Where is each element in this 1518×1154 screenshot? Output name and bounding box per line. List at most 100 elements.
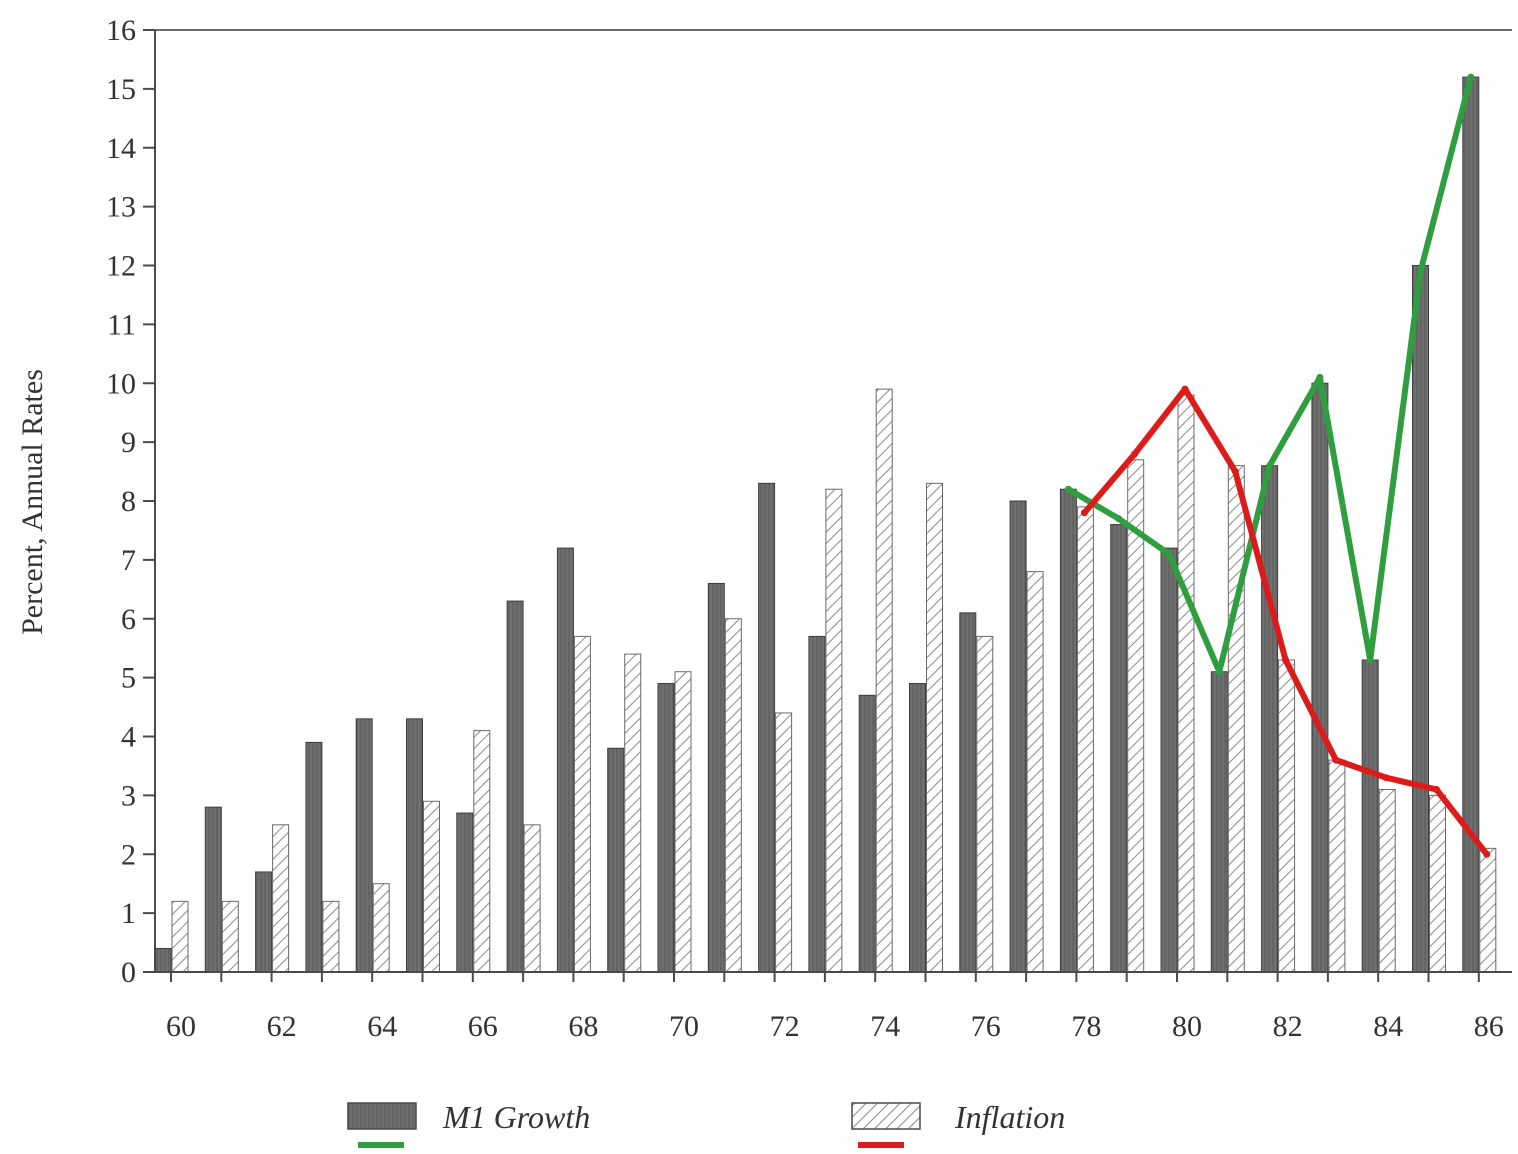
bar-m1-growth-63 [305, 741, 323, 973]
y-axis-title: Percent, Annual Rates [16, 369, 49, 635]
bar-inflation-80 [1177, 394, 1195, 973]
overlay-point-inflation-78 [1080, 509, 1088, 517]
bar-inflation-81 [1227, 465, 1245, 973]
legend-swatch-m1-growth [347, 1102, 417, 1130]
bar-inflation-69 [624, 653, 642, 973]
bar-inflation-75 [926, 482, 943, 973]
x-tick-label-68: 68 [568, 1010, 598, 1043]
overlay-lines-layer [1064, 73, 1491, 858]
x-tick-label-84: 84 [1373, 1010, 1403, 1043]
bar-m1-growth-67 [506, 600, 524, 973]
y-tick-label-16: 16 [106, 14, 136, 47]
overlay-point-m1-growth-78 [1064, 485, 1072, 493]
x-tick-label-78: 78 [1071, 1010, 1101, 1043]
bar-m1-growth-61 [204, 806, 222, 973]
bar-m1-growth-85 [1412, 265, 1429, 973]
x-tick-label-74: 74 [870, 1010, 900, 1043]
bar-inflation-68 [573, 635, 591, 973]
bar-inflation-83 [1328, 759, 1346, 973]
bar-m1-growth-72 [758, 482, 776, 973]
y-tick-label-7: 7 [121, 544, 136, 577]
bar-inflation-71 [724, 618, 742, 973]
bar-m1-growth-82 [1261, 465, 1279, 973]
bar-inflation-85 [1429, 794, 1446, 973]
bar-m1-growth-65 [406, 718, 423, 973]
overlay-point-m1-growth-86 [1467, 73, 1475, 81]
bar-m1-growth-79 [1110, 524, 1128, 973]
bar-inflation-63 [322, 900, 340, 973]
bars-layer [154, 76, 1497, 973]
bar-inflation-72 [775, 712, 793, 973]
bar-m1-growth-84 [1361, 659, 1379, 973]
overlay-point-inflation-83 [1332, 756, 1340, 764]
y-tick-label-10: 10 [106, 367, 136, 400]
overlay-point-m1-growth-83 [1316, 373, 1324, 381]
legend-label-m1-growth: M1 Growth [442, 1099, 590, 1135]
y-tick-label-0: 0 [121, 956, 136, 989]
y-tick-label-15: 15 [106, 73, 136, 106]
bar-inflation-65 [423, 800, 440, 973]
overlay-point-m1-growth-79 [1115, 515, 1123, 523]
bar-inflation-66 [473, 730, 491, 973]
legend-swatch-inflation [851, 1102, 921, 1130]
y-tick-label-13: 13 [106, 191, 136, 224]
bar-inflation-74 [875, 388, 893, 973]
bar-m1-growth-60 [154, 947, 172, 973]
y-tick-label-1: 1 [121, 897, 136, 930]
y-tick-label-8: 8 [121, 485, 136, 518]
y-tick-label-4: 4 [121, 721, 136, 754]
overlay-point-inflation-85 [1433, 785, 1440, 793]
y-tick-label-5: 5 [121, 662, 136, 695]
y-tick-label-3: 3 [121, 779, 136, 812]
bar-inflation-60 [171, 900, 189, 973]
bar-m1-growth-80 [1160, 547, 1178, 973]
overlay-point-m1-growth-85 [1417, 267, 1424, 275]
x-tick-label-60: 60 [166, 1010, 196, 1043]
bar-m1-growth-68 [556, 547, 574, 973]
x-tick-label-86: 86 [1474, 1010, 1504, 1043]
bar-m1-growth-64 [355, 718, 373, 973]
bar-inflation-82 [1278, 659, 1296, 973]
bar-m1-growth-83 [1311, 382, 1329, 973]
y-tick-label-12: 12 [106, 250, 136, 283]
y-tick-label-14: 14 [106, 132, 136, 165]
bar-m1-growth-66 [456, 812, 474, 973]
bar-m1-growth-70 [657, 683, 675, 973]
overlay-point-inflation-79 [1131, 450, 1139, 458]
bar-inflation-61 [221, 900, 239, 973]
overlay-point-inflation-84 [1382, 774, 1390, 782]
bar-inflation-73 [825, 488, 843, 973]
x-tick-label-62: 62 [267, 1010, 297, 1043]
overlay-point-m1-growth-81 [1215, 668, 1223, 676]
y-tick-label-2: 2 [121, 838, 136, 871]
overlay-point-inflation-82 [1282, 656, 1290, 664]
y-tick-label-11: 11 [107, 308, 136, 341]
bar-inflation-64 [372, 883, 390, 973]
y-tick-label-6: 6 [121, 603, 136, 636]
bar-inflation-70 [674, 671, 692, 973]
x-tick-label-76: 76 [971, 1010, 1001, 1043]
bar-inflation-86 [1479, 847, 1497, 973]
bar-inflation-77 [1026, 571, 1044, 973]
overlay-point-inflation-81 [1231, 468, 1239, 476]
bar-m1-growth-81 [1210, 671, 1228, 973]
bar-inflation-67 [523, 824, 541, 973]
x-tick-label-70: 70 [669, 1010, 699, 1043]
bar-m1-growth-62 [255, 871, 273, 973]
bar-inflation-78 [1076, 506, 1094, 973]
overlay-point-m1-growth-84 [1366, 656, 1374, 664]
bar-m1-growth-69 [607, 747, 625, 973]
bar-m1-growth-73 [808, 635, 826, 973]
bar-inflation-84 [1378, 788, 1396, 973]
x-tick-label-64: 64 [367, 1010, 397, 1043]
bar-inflation-62 [272, 824, 290, 973]
overlay-point-inflation-80 [1181, 385, 1189, 393]
bar-m1-growth-75 [909, 683, 926, 973]
legend: M1 Growth Inflation [347, 1099, 1065, 1148]
overlay-point-m1-growth-82 [1266, 462, 1274, 470]
y-tick-label-9: 9 [121, 426, 136, 459]
overlay-point-m1-growth-80 [1165, 550, 1173, 558]
